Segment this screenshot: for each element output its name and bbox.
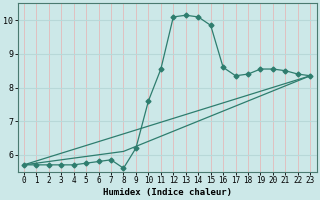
X-axis label: Humidex (Indice chaleur): Humidex (Indice chaleur): [103, 188, 232, 197]
